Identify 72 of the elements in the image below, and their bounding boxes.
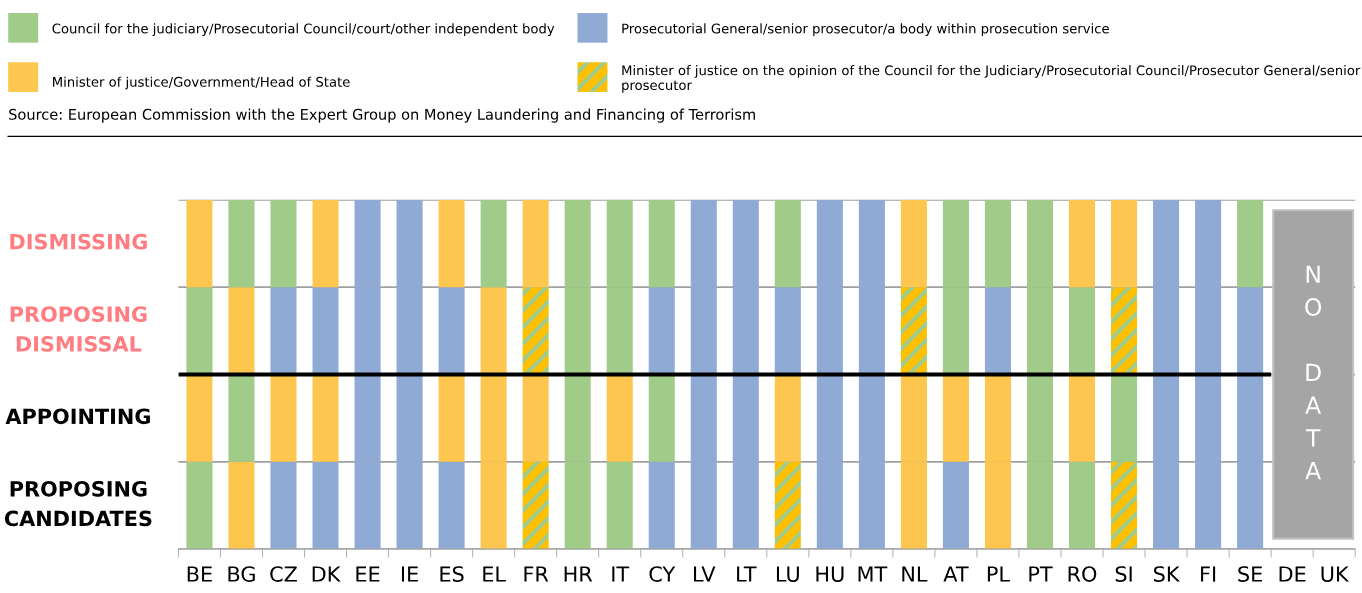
- x-tick-label: FR: [524, 566, 549, 582]
- bar: [984, 287, 1011, 375]
- bar: [942, 461, 969, 550]
- text: Minister of justice on the opinion of the Council for the Judiciary/Prosecutorial Council/Prosecutor General/senior prosecutor: [622, 65, 1361, 93]
- bar: [648, 199, 675, 288]
- bar: [480, 199, 507, 288]
- bar: [648, 287, 675, 375]
- bar: [438, 287, 465, 375]
- text: Minister of justice/Government/Head of State: [53, 76, 350, 90]
- bar: [186, 374, 213, 462]
- x-tick-label: RO: [1068, 566, 1097, 582]
- x-tick-label: ES: [440, 566, 464, 582]
- x-tick-label: PT: [1029, 566, 1053, 582]
- bar: [942, 374, 969, 462]
- x-tick-label: LU: [776, 566, 799, 582]
- bar: [774, 199, 801, 288]
- series-label: PROPOSING DISMISSAL: [10, 306, 147, 352]
- text: Prosecutorial General/senior prosecutor/a body within prosecution service: [622, 23, 1109, 37]
- bar: [438, 374, 465, 462]
- x-tick-label: HR: [564, 566, 593, 582]
- x-tick-label: IT: [612, 566, 630, 582]
- x-tick-label: CY: [649, 566, 676, 582]
- bar: [438, 461, 465, 550]
- x-tick-label: LT: [737, 566, 757, 582]
- x-tick-label: SK: [1154, 566, 1180, 582]
- x-tick-label: IE: [401, 566, 418, 582]
- bar: [312, 287, 339, 375]
- bar: [606, 374, 633, 462]
- text: Council for the judiciary/Prosecutorial Council/court/other independent body: [52, 23, 555, 37]
- bar: [774, 374, 801, 462]
- bar: [312, 374, 339, 462]
- x-tick-label: FI: [1201, 566, 1216, 582]
- series-label: DISMISSING: [10, 233, 147, 250]
- bar: [1237, 199, 1264, 288]
- bar: [1237, 287, 1264, 375]
- x-tick-label: BE: [187, 566, 212, 582]
- bar: [1111, 287, 1138, 375]
- x-tick-label: DK: [312, 566, 341, 582]
- x-tick-label: MT: [858, 566, 888, 582]
- series-label: PROPOSING CANDIDATES: [4, 480, 152, 527]
- bar: [984, 199, 1011, 288]
- bar: [900, 287, 927, 375]
- bar: [270, 199, 297, 288]
- x-tick-label: AT: [943, 566, 969, 582]
- x-tick-label: CZ: [270, 566, 297, 582]
- x-tick-label: DE: [1279, 566, 1306, 582]
- x-tick-label: EL: [483, 566, 506, 582]
- series-label: APPOINTING: [5, 408, 150, 425]
- x-tick-label: LV: [694, 566, 716, 582]
- text: NO DATA: [1305, 265, 1322, 480]
- bar: [270, 461, 297, 550]
- bar: [228, 199, 255, 288]
- x-tick-label: EE: [356, 566, 380, 582]
- bar: [270, 374, 297, 462]
- x-tick-label: HU: [816, 566, 844, 582]
- x-tick-label: UK: [1321, 566, 1350, 582]
- source-note: Source: European Commission with the Expert Group on Money Laundering and Financing of Terrorism: [9, 108, 755, 123]
- x-tick-label: SI: [1115, 566, 1132, 582]
- x-tick-label: PL: [987, 566, 1010, 582]
- bar: [312, 461, 339, 550]
- bar: [522, 461, 549, 550]
- bar: [1111, 461, 1138, 550]
- x-tick-label: NL: [902, 566, 928, 582]
- bar: [774, 287, 801, 375]
- bar: [774, 461, 801, 550]
- bar: [522, 287, 549, 375]
- bar: [270, 287, 297, 375]
- x-tick-label: BG: [228, 566, 255, 582]
- x-tick-label: SE: [1238, 566, 1262, 582]
- bar: [1068, 374, 1096, 462]
- bar: [522, 374, 549, 462]
- bar: [648, 461, 675, 550]
